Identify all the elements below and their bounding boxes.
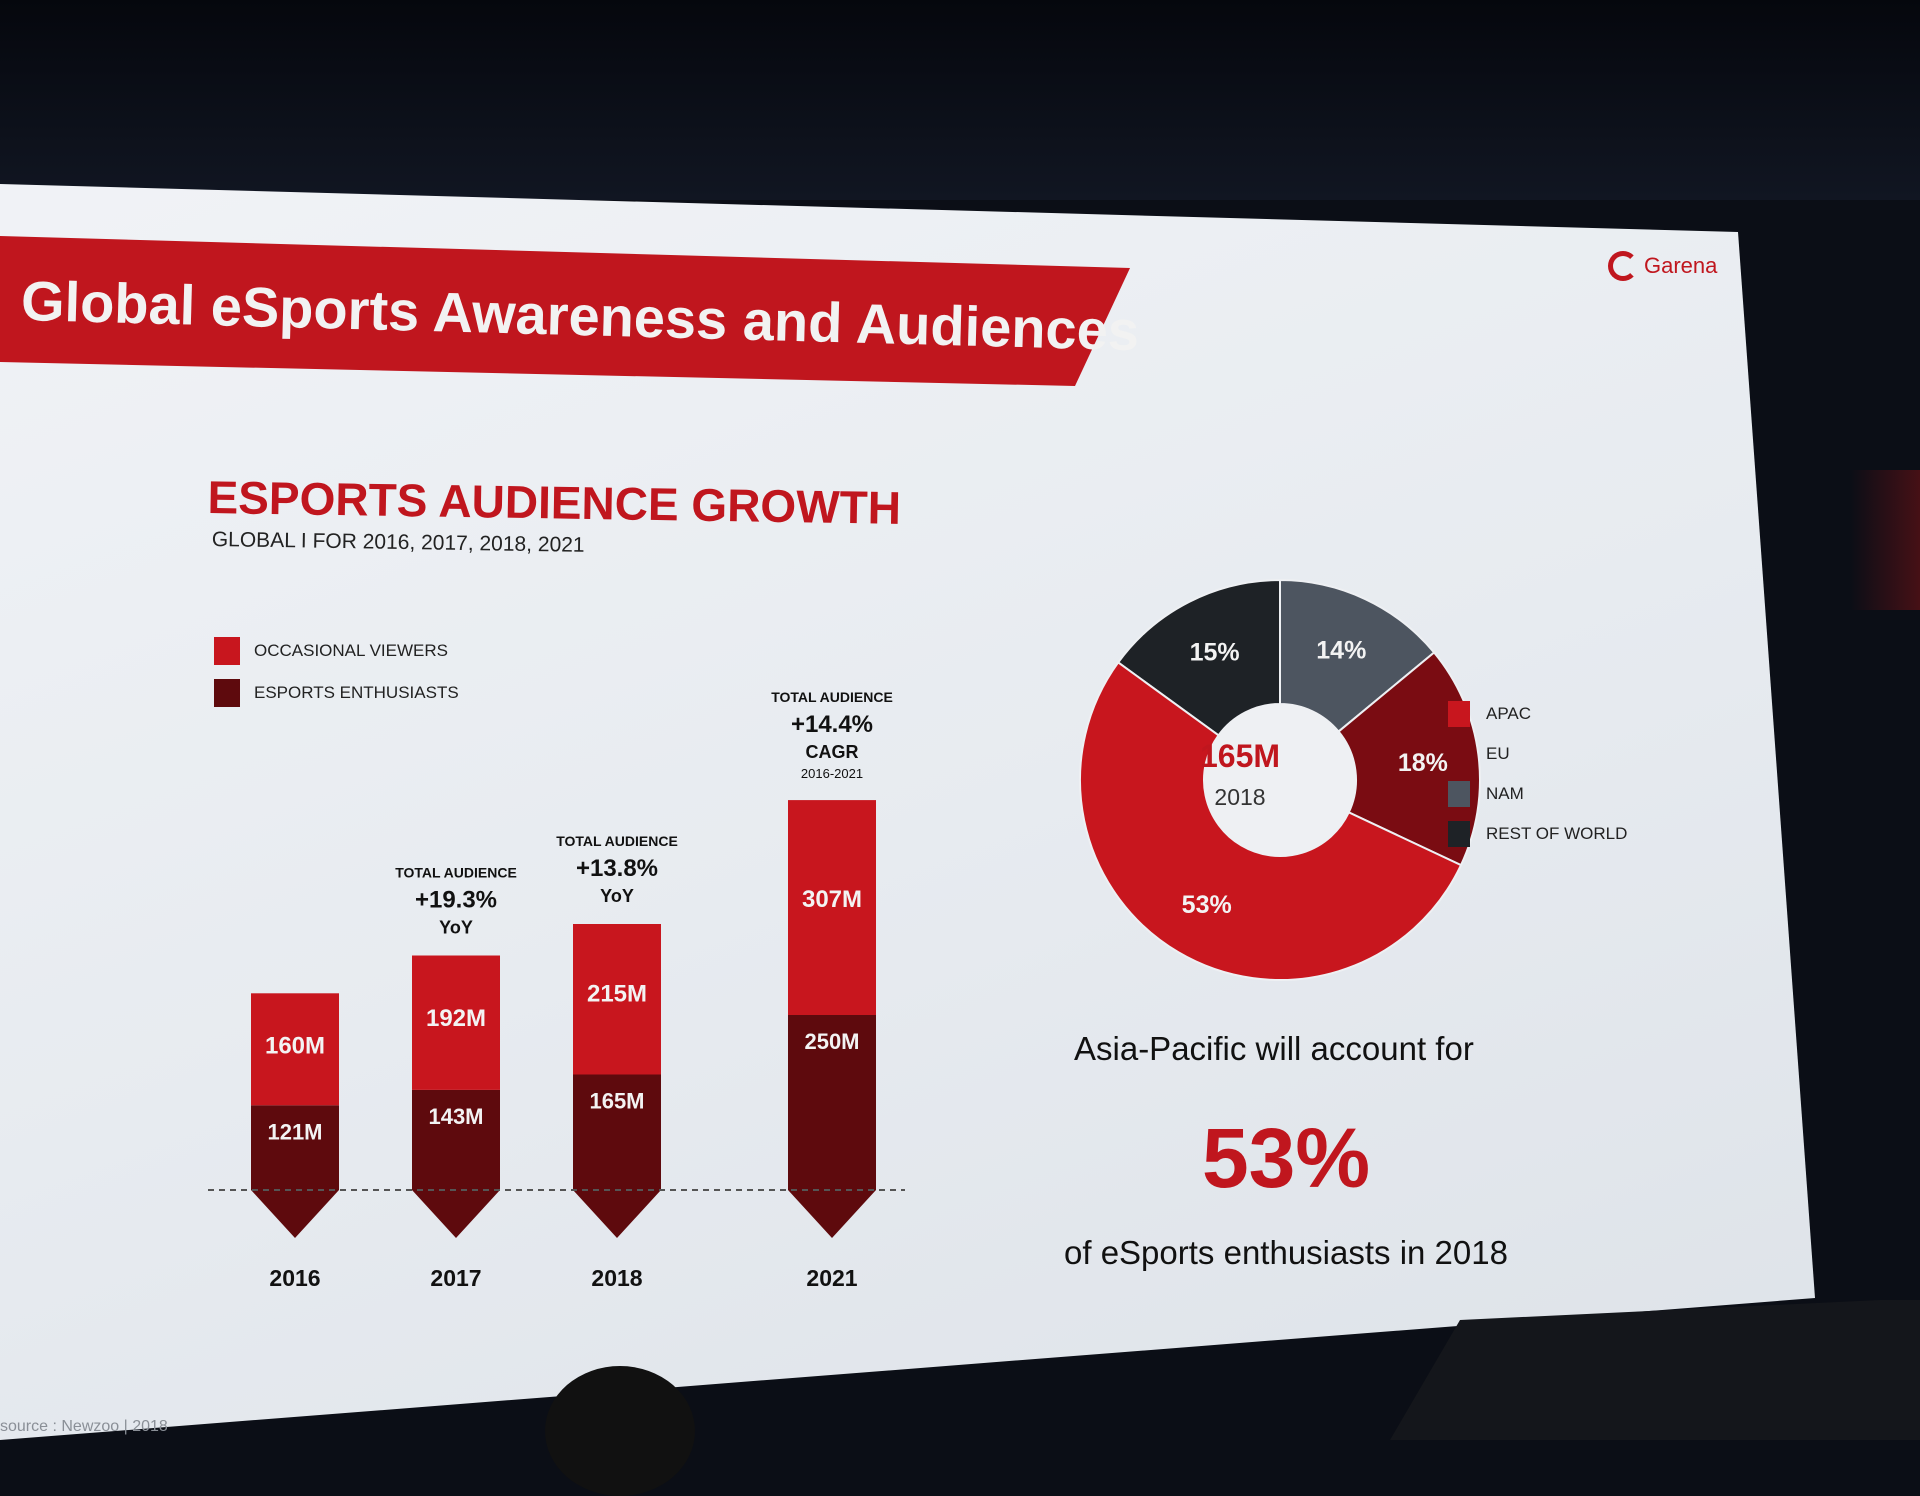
logo-text: Garena	[1644, 253, 1718, 278]
annotation-2021-line-2: CAGR	[806, 742, 859, 762]
legend-swatch-occasional	[214, 637, 240, 665]
x-tick-label-2018: 2018	[591, 1265, 642, 1291]
legend-item-enthusiasts: ESPORTS ENTHUSIASTS	[214, 672, 459, 714]
donut-label-eu: 18%	[1398, 749, 1448, 777]
donut-legend: APAC EU NAM REST OF WORLD	[1448, 694, 1627, 854]
annotation-2021-line-1: +14.4%	[791, 711, 873, 738]
legend-item-occasional: OCCASIONAL VIEWERS	[214, 630, 459, 672]
legend-swatch-rest-of-world	[1448, 821, 1470, 847]
donut-label-rest-of-world: 15%	[1190, 639, 1240, 667]
annotation-2017-line-2: YoY	[439, 918, 473, 938]
bar-enthusiasts-2017	[412, 1089, 500, 1190]
bar-arrow-2018	[573, 1190, 661, 1238]
annotation-2021-line-0: TOTAL AUDIENCE	[771, 689, 893, 705]
bar-chart: 160M 121M 2016 192M 143M 2017 215M 165M 2018 307M…	[208, 689, 905, 1291]
legend-swatch-apac	[1448, 701, 1470, 727]
bar-label-enthusiasts-2016: 121M	[267, 1119, 322, 1144]
annotation-2017-line-1: +19.3%	[415, 887, 497, 914]
bar-arrow-2016	[251, 1190, 339, 1238]
bar-label-enthusiasts-2018: 165M	[589, 1089, 644, 1114]
legend-item-nam: NAM	[1448, 774, 1627, 814]
legend-label-enthusiasts: ESPORTS ENTHUSIASTS	[254, 683, 459, 702]
annotation-2018-line-0: TOTAL AUDIENCE	[556, 833, 678, 849]
annotation-2021-line-3: 2016-2021	[801, 766, 863, 781]
bar-legend: OCCASIONAL VIEWERS ESPORTS ENTHUSIASTS	[214, 630, 459, 714]
legend-label-nam: NAM	[1486, 784, 1524, 803]
bar-label-enthusiasts-2017: 143M	[428, 1104, 483, 1129]
legend-item-apac: APAC	[1448, 694, 1627, 734]
bar-arrow-2017	[412, 1190, 500, 1238]
donut-hole	[1204, 704, 1356, 856]
legend-swatch-enthusiasts	[214, 679, 240, 707]
legend-item-rest-of-world: REST OF WORLD	[1448, 814, 1627, 854]
garena-logo: Garena	[1608, 246, 1728, 286]
legend-item-eu: EU	[1448, 734, 1627, 774]
dragon-icon	[1608, 251, 1638, 281]
annotation-2018-line-1: +13.8%	[576, 855, 658, 882]
bar-arrow-2021	[788, 1190, 876, 1238]
bar-occasional-2021	[788, 800, 876, 1015]
donut-chart: 15% 14% 18% 53%	[1079, 578, 1481, 981]
bar-enthusiasts-2021	[788, 1015, 876, 1190]
bar-label-occasional-2018: 215M	[587, 981, 647, 1008]
bar-occasional-2017	[412, 955, 500, 1090]
presentation-slide	[0, 184, 1815, 1440]
legend-label-eu: EU	[1486, 744, 1510, 763]
legend-swatch-nam	[1448, 781, 1470, 807]
bar-occasional-2016	[251, 993, 339, 1106]
callout-tail: of eSports enthusiasts in 2018	[1064, 1234, 1508, 1271]
legend-label-rest-of-world: REST OF WORLD	[1486, 824, 1628, 843]
stage-lectern	[1390, 1300, 1920, 1440]
donut-label-nam: 14%	[1316, 637, 1366, 665]
bar-label-occasional-2017: 192M	[426, 1005, 486, 1032]
donut-label-apac: 53%	[1182, 891, 1232, 919]
audience-head	[545, 1366, 695, 1496]
bar-label-enthusiasts-2021: 250M	[804, 1029, 859, 1054]
source-note: source : Newzoo | 2018	[0, 1418, 168, 1435]
bar-label-occasional-2021: 307M	[802, 886, 862, 913]
legend-label-occasional: OCCASIONAL VIEWERS	[254, 641, 448, 660]
donut-center-year: 2018	[1214, 784, 1266, 810]
x-tick-label-2017: 2017	[430, 1265, 481, 1291]
bar-occasional-2018	[573, 924, 661, 1075]
callout-lead: Asia-Pacific will account for	[1074, 1030, 1474, 1067]
stage-light	[1850, 470, 1920, 610]
legend-swatch-eu	[1448, 741, 1470, 767]
bar-enthusiasts-2016	[251, 1105, 339, 1190]
callout-value: 53%	[1201, 1111, 1371, 1205]
donut-center-value: 165M	[1199, 738, 1281, 774]
bar-enthusiasts-2018	[573, 1074, 661, 1190]
bar-label-occasional-2016: 160M	[265, 1033, 325, 1060]
room-ceiling	[0, 0, 1920, 200]
legend-label-apac: APAC	[1486, 704, 1532, 723]
x-tick-label-2021: 2021	[806, 1265, 857, 1291]
x-tick-label-2016: 2016	[269, 1265, 320, 1291]
annotation-2018-line-2: YoY	[600, 886, 634, 906]
annotation-2017-line-0: TOTAL AUDIENCE	[395, 865, 517, 881]
